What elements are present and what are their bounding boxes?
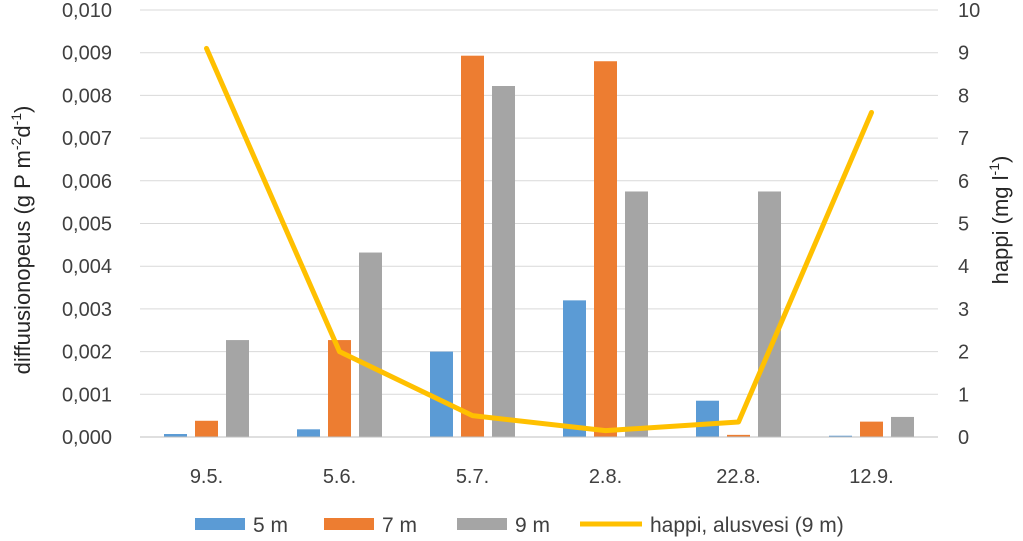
x-tick-label: 22.8. [716, 466, 760, 488]
x-tick-label: 2.8. [589, 466, 622, 488]
bar-7m [195, 420, 218, 437]
bar-9m [359, 252, 382, 437]
x-tick-label: 9.5. [190, 466, 223, 488]
legend-label: 5 m [253, 514, 288, 537]
bar-5m [563, 300, 586, 437]
y-left-tick-label: 0,004 [62, 256, 112, 278]
y-right-tick-label: 7 [958, 128, 969, 150]
y-right-tick-label: 0 [958, 427, 969, 449]
y-left-tick-label: 0,000 [62, 427, 112, 449]
bar-7m [328, 340, 351, 437]
y-right-tick-label: 1 [958, 384, 969, 406]
y-right-tick-label: 2 [958, 342, 969, 364]
y-right-tick-label: 9 [958, 43, 969, 65]
legend-label: 7 m [382, 514, 417, 537]
bar-5m [696, 400, 719, 437]
y-left-tick-label: 0,010 [62, 0, 112, 22]
legend-label: happi, alusvesi (9 m) [650, 514, 844, 537]
gridlines [140, 9, 938, 395]
legend-item: 5 m [195, 514, 288, 537]
legend-swatch [324, 518, 374, 530]
bar-9m [492, 86, 515, 438]
bar-7m [594, 61, 617, 438]
y-right-tick-label: 5 [958, 214, 969, 236]
bar-5m [430, 351, 453, 437]
y-left-tick-label: 0,007 [62, 128, 112, 150]
y-left-tick-labels: 0,000 0,001 0,002 0,003 0,004 0,005 0,006 0,007… [62, 0, 112, 449]
legend-item: happi, alusvesi (9 m) [580, 514, 844, 537]
y-left-axis-title: diffuusionopeus (g P m-2d-1) [8, 106, 35, 375]
legend-swatch [195, 518, 245, 530]
y-left-tick-label: 0,002 [62, 342, 112, 364]
y-right-tick-labels: 0 1 2 3 4 5 6 7 8 9 10 [958, 0, 980, 449]
bar-9m [226, 340, 249, 437]
bar-7m [727, 434, 750, 437]
legend: 5 m 7 m 9 m happi, alusvesi (9 m) [195, 514, 844, 537]
y-right-tick-label: 3 [958, 299, 969, 321]
y-left-tick-label: 0,009 [62, 43, 112, 65]
legend-label: 9 m [515, 514, 550, 537]
y-right-tick-label: 10 [958, 0, 980, 22]
y-right-tick-label: 8 [958, 85, 969, 107]
x-tick-label: 5.7. [456, 466, 489, 488]
oxygen-line [204, 45, 874, 434]
x-tick-label: 12.9. [849, 466, 893, 488]
legend-swatch [457, 518, 507, 530]
bar-5m [164, 434, 187, 437]
legend-item: 7 m [324, 514, 417, 537]
bar-9m [891, 416, 914, 437]
y-right-tick-label: 6 [958, 171, 969, 193]
bar-9m [758, 191, 781, 437]
y-right-tick-label: 4 [958, 256, 969, 278]
x-tick-labels: 9.5. 5.6. 5.7. 2.8. 22.8. 12.9. [190, 466, 894, 488]
bar-5m [829, 435, 852, 437]
bar-7m [461, 55, 484, 438]
legend-item: 9 m [457, 514, 550, 537]
bar-9m [625, 191, 648, 437]
y-left-tick-label: 0,008 [62, 85, 112, 107]
y-left-tick-label: 0,006 [62, 171, 112, 193]
y-left-tick-label: 0,003 [62, 299, 112, 321]
x-tick-label: 5.6. [323, 466, 356, 488]
bars [164, 55, 914, 438]
y-left-tick-label: 0,005 [62, 214, 112, 236]
bar-5m [297, 429, 320, 437]
y-left-tick-label: 0,001 [62, 384, 112, 406]
y-right-axis-title: happi (mg l-1) [986, 156, 1013, 285]
bar-7m [860, 421, 883, 437]
oxygen-line-series [204, 45, 874, 434]
